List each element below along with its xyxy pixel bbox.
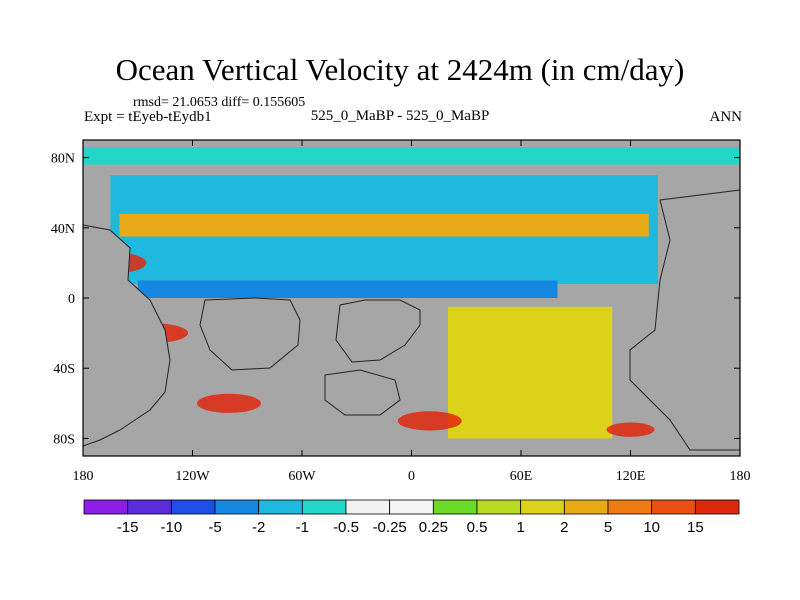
- y-tick-label: 80S: [53, 432, 75, 447]
- continent-south-east: [335, 299, 421, 363]
- colorbar-box: [170, 499, 216, 515]
- y-axis: 80N 40N 0 40S 80S: [51, 152, 740, 447]
- continent-south-central: [199, 297, 301, 371]
- colorbar-label: 1: [516, 519, 524, 536]
- colorbar-label: 0.5: [467, 519, 488, 536]
- stats-line: rmsd= 21.0653 diff= 0.155605: [133, 95, 306, 110]
- y-tick-label: 0: [68, 292, 75, 307]
- ocean-field: [83, 147, 740, 439]
- case-label: 525_0_MaBP - 525_0_MaBP: [310, 108, 490, 124]
- colorbar-label: -5: [208, 519, 221, 536]
- colorbar-box: [607, 499, 653, 515]
- field-rim-4: [606, 422, 655, 437]
- x-tick-label: 120E: [616, 469, 646, 484]
- x-tick-label: 180: [730, 469, 751, 484]
- experiment-label: Expt = tEyeb-tEydb1: [84, 109, 212, 125]
- continent-antarctic: [324, 369, 401, 416]
- colorbar: -15 -10 -5 -2 -1 -0.5 -0.25 0.25 0.5 1 2 5 10 15: [83, 499, 740, 536]
- y-tick-label: 40N: [51, 222, 75, 237]
- map-layer: [83, 140, 740, 456]
- colorbar-label: -15: [117, 519, 139, 536]
- colorbar-label: 0.25: [419, 519, 448, 536]
- x-axis: 180 120W 60W 0 60E 120E 180: [73, 140, 751, 484]
- colorbar-box: [301, 499, 347, 515]
- chart-title: Ocean Vertical Velocity at 2424m (in cm/…: [115, 52, 685, 87]
- colorbar-box: [214, 499, 260, 515]
- colorbar-box: [563, 499, 609, 515]
- colorbar-box: [258, 499, 303, 515]
- x-tick-label: 180: [73, 469, 94, 484]
- colorbar-box: [389, 499, 434, 515]
- colorbar-box: [694, 499, 740, 515]
- colorbar-box: [83, 499, 129, 515]
- field-rim-3: [397, 411, 462, 431]
- x-tick-label: 0: [408, 469, 415, 484]
- colorbar-box: [476, 499, 522, 515]
- field-region-eastern-basin: [448, 306, 613, 439]
- colorbar-box: [520, 499, 565, 515]
- colorbar-box: [432, 499, 478, 515]
- colorbar-box: [127, 499, 172, 515]
- field-rim-2: [197, 393, 261, 413]
- x-tick-label: 120W: [175, 469, 210, 484]
- field-region-arctic-band: [83, 147, 740, 165]
- colorbar-label: 15: [687, 519, 704, 536]
- coastlines: [83, 189, 740, 451]
- colorbar-label: 2: [560, 519, 568, 536]
- colorbar-label: -2: [252, 519, 265, 536]
- field-region-equatorial-band: [137, 280, 558, 298]
- colorbar-label: -0.5: [333, 519, 359, 536]
- x-tick-label: 60E: [510, 469, 533, 484]
- continent-west: [83, 224, 171, 447]
- season-label: ANN: [709, 109, 743, 125]
- field-region-subtropical-warm-band: [119, 213, 649, 237]
- colorbar-box: [345, 499, 391, 515]
- continent-east: [629, 189, 740, 451]
- y-tick-label: 40S: [53, 362, 75, 377]
- colorbar-label: 5: [604, 519, 612, 536]
- colorbar-label: 10: [643, 519, 660, 536]
- colorbar-box: [651, 499, 696, 515]
- colorbar-label: -10: [160, 519, 182, 536]
- colorbar-label: -1: [296, 519, 309, 536]
- y-tick-label: 80N: [51, 152, 75, 167]
- x-tick-label: 60W: [288, 469, 316, 484]
- colorbar-label: -0.25: [373, 519, 407, 536]
